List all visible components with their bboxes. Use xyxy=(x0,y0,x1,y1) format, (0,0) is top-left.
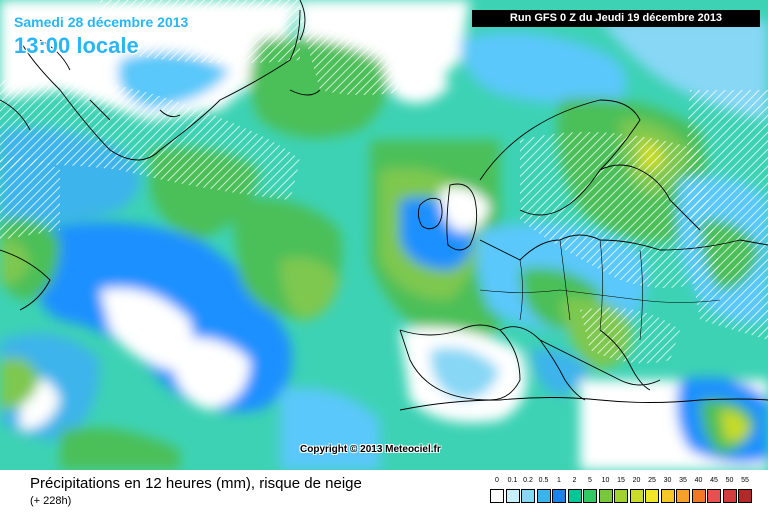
legend-swatch xyxy=(676,489,690,503)
precip-legend: 0 0.1 0.2 0.5 1 2 5 10 15 20 25 30 35 40 45 50 55 xyxy=(490,477,760,509)
legend-swatch xyxy=(521,489,535,503)
legend-swatch xyxy=(738,489,752,503)
legend-swatch xyxy=(490,489,504,503)
map-footer: Précipitations en 12 heures (mm), risque… xyxy=(0,470,768,512)
legend-swatch xyxy=(505,489,520,503)
legend-label: 45 xyxy=(710,477,718,484)
legend-swatch xyxy=(691,489,706,503)
precipitation-map xyxy=(0,0,768,470)
legend-label: 50 xyxy=(725,477,734,484)
legend-label: 25 xyxy=(648,477,656,484)
legend-label: 20 xyxy=(632,477,641,484)
legend-swatch xyxy=(598,489,613,503)
legend-label: 10 xyxy=(601,477,610,484)
legend-swatch xyxy=(552,489,566,503)
snow-risk-hatching xyxy=(0,0,768,364)
legend-swatch xyxy=(567,489,582,503)
legend-label: 5 xyxy=(588,477,592,484)
legend-label: 15 xyxy=(617,477,625,484)
legend-swatch xyxy=(645,489,659,503)
forecast-date: Samedi 28 décembre 2013 xyxy=(14,14,189,30)
legend-swatch xyxy=(614,489,628,503)
legend-label: 35 xyxy=(679,477,687,484)
run-info-box: Run GFS 0 Z du Jeudi 19 décembre 2013 xyxy=(472,10,760,27)
legend-label: 0.2 xyxy=(523,477,533,484)
legend-label: 0.1 xyxy=(507,477,518,484)
forecast-time: 13:00 locale xyxy=(14,33,139,58)
legend-label: 30 xyxy=(663,477,672,484)
legend-swatch xyxy=(583,489,597,503)
forecast-offset: (+ 228h) xyxy=(30,495,72,507)
coastlines xyxy=(0,0,768,411)
legend-label: 55 xyxy=(741,477,749,484)
legend-label: 40 xyxy=(694,477,703,484)
copyright-text: Copyright © 2013 Meteociel.fr xyxy=(300,444,441,455)
legend-swatch xyxy=(722,489,737,503)
precip-fields xyxy=(0,0,768,470)
legend-swatch xyxy=(629,489,644,503)
legend-swatch xyxy=(660,489,675,503)
legend-label: 0.5 xyxy=(538,477,549,484)
legend-swatch xyxy=(536,489,551,503)
legend-swatch xyxy=(707,489,721,503)
legend-label: 1 xyxy=(557,477,561,484)
map-caption: Précipitations en 12 heures (mm), risque… xyxy=(30,475,362,492)
legend-label: 2 xyxy=(572,477,577,484)
legend-label: 0 xyxy=(495,477,499,484)
